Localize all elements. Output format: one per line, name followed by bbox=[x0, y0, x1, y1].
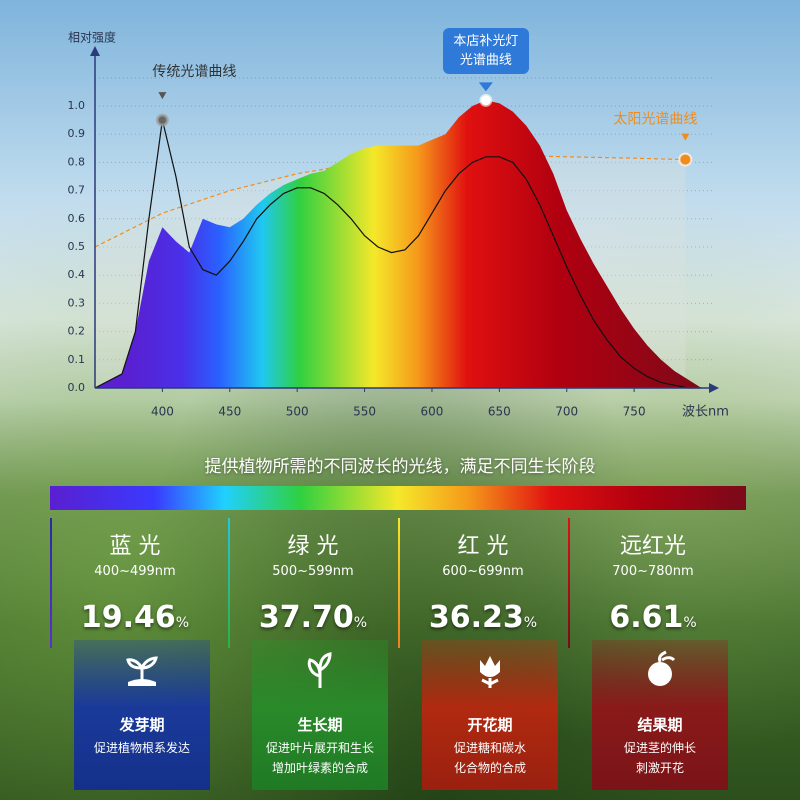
stage-name: 结果期 bbox=[637, 716, 683, 734]
percent-value: 6.61 bbox=[609, 600, 684, 635]
x-tick-label: 650 bbox=[488, 405, 511, 419]
band-column: 蓝 光 400~499nm 19.46% 发芽期促进植物根系发达 bbox=[50, 518, 220, 800]
y-tick-label: 0.7 bbox=[68, 184, 86, 197]
y-tick-label: 0.8 bbox=[68, 155, 86, 168]
y-axis-arrow bbox=[90, 46, 100, 56]
band-range: 400~499nm bbox=[94, 564, 176, 579]
description-line: 刺激开花 bbox=[635, 761, 684, 775]
traditional-marker bbox=[155, 113, 169, 127]
band-name: 远红光 bbox=[619, 534, 686, 559]
stage-icon bbox=[126, 656, 158, 686]
stage-icon bbox=[648, 650, 676, 686]
band-percent: 6.61% bbox=[568, 600, 738, 635]
band-divider bbox=[568, 518, 570, 648]
headline: 提供植物所需的不同波长的光线，满足不同生长阶段 bbox=[204, 457, 596, 477]
x-tick-label: 400 bbox=[151, 405, 174, 419]
stage-description: 促进茎的伸长 刺激开花 bbox=[592, 738, 728, 778]
callout-pointer bbox=[478, 82, 493, 92]
x-tick-label: 450 bbox=[218, 405, 241, 419]
x-tick-label: 500 bbox=[286, 405, 309, 419]
stage-card: 开花期促进糖和碳水 化合物的合成 bbox=[422, 640, 558, 790]
description-line: 促进糖和碳水 bbox=[453, 741, 526, 755]
y-tick-label: 0.5 bbox=[68, 240, 86, 253]
grow-light-label: 本店补光灯光谱曲线 bbox=[442, 28, 529, 75]
description-line: 增加叶绿素的合成 bbox=[271, 761, 368, 775]
stage-name: 开花期 bbox=[467, 716, 513, 734]
band-range: 500~599nm bbox=[272, 564, 354, 579]
stage-card: 结果期促进茎的伸长 刺激开花 bbox=[592, 640, 728, 790]
stage-card: 发芽期促进植物根系发达 bbox=[74, 640, 210, 790]
x-tick-label: 750 bbox=[623, 405, 646, 419]
band-divider bbox=[398, 518, 400, 648]
stage-name: 生长期 bbox=[297, 716, 343, 734]
band-name: 蓝 光 bbox=[109, 534, 161, 559]
grow-light-marker bbox=[479, 93, 493, 107]
spectrum-chart: 0.0 0.1 0.2 0.3 0.4 0.5 0.6 0.7 0.8 0.9 1.0 400 450 5… bbox=[68, 30, 729, 420]
y-tick-label: 0.6 bbox=[68, 212, 86, 225]
band-divider bbox=[228, 518, 230, 648]
x-tick-label: 700 bbox=[555, 405, 578, 419]
y-tick-label: 0.4 bbox=[68, 268, 86, 281]
stage-name: 发芽期 bbox=[119, 716, 165, 734]
stage-card: 生长期促进叶片展开和生长 增加叶绿素的合成 bbox=[252, 640, 388, 790]
pointer bbox=[681, 133, 690, 141]
description-line: 化合物的合成 bbox=[453, 761, 526, 775]
grow-light-area bbox=[95, 100, 702, 389]
band-name: 红 光 bbox=[457, 534, 509, 559]
band-name: 绿 光 bbox=[287, 534, 339, 559]
pointer bbox=[158, 92, 167, 100]
band-column: 红 光 600~699nm 36.23% 开花期促进糖和碳水 化合物的合成 bbox=[398, 518, 568, 800]
percent-unit: % bbox=[683, 615, 697, 631]
y-tick-label: 0.0 bbox=[68, 381, 86, 394]
spectrum-bar bbox=[50, 486, 746, 510]
percent-unit: % bbox=[353, 615, 368, 631]
y-tick-label: 0.2 bbox=[68, 325, 86, 338]
band-percent: 37.70% bbox=[228, 600, 398, 635]
traditional-label: 传统光谱曲线 bbox=[152, 64, 236, 80]
percent-value: 37.70 bbox=[258, 600, 354, 635]
band-column: 远红光 700~780nm 6.61% 结果期促进茎的伸长 刺激开花 bbox=[568, 518, 738, 800]
stage-description: 促进糖和碳水 化合物的合成 bbox=[422, 738, 558, 778]
x-axis-label: 波长nm bbox=[682, 405, 729, 420]
band-percent: 19.46% bbox=[50, 600, 220, 635]
traditional-line bbox=[94, 119, 702, 389]
band-percent: 36.23% bbox=[398, 600, 568, 635]
percent-unit: % bbox=[175, 615, 190, 631]
band-range: 700~780nm bbox=[612, 564, 694, 579]
y-tick-label: 0.1 bbox=[68, 353, 86, 366]
stage-icon bbox=[307, 652, 332, 688]
y-tick-label: 0.9 bbox=[68, 127, 86, 140]
sun-label: 太阳光谱曲线 bbox=[613, 112, 697, 128]
sun-marker bbox=[678, 152, 693, 167]
description-line: 促进叶片展开和生长 bbox=[265, 741, 374, 755]
stage-description: 促进植物根系发达 bbox=[74, 738, 210, 758]
percent-value: 36.23 bbox=[428, 600, 524, 635]
description-line: 促进植物根系发达 bbox=[93, 741, 190, 755]
y-tick-label: 0.3 bbox=[68, 296, 86, 309]
stage-icon bbox=[480, 656, 500, 688]
x-tick-label: 550 bbox=[353, 405, 376, 419]
percent-value: 19.46 bbox=[80, 600, 176, 635]
y-axis-label: 相对强度 bbox=[68, 30, 116, 45]
band-column: 绿 光 500~599nm 37.70% 生长期促进叶片展开和生长 增加叶绿素的合成 bbox=[228, 518, 398, 800]
percent-unit: % bbox=[523, 615, 538, 631]
x-tick-label: 600 bbox=[421, 405, 444, 419]
band-range: 600~699nm bbox=[442, 564, 524, 579]
description-line: 促进茎的伸长 bbox=[623, 741, 696, 755]
band-divider bbox=[50, 518, 52, 648]
y-tick-label: 1.0 bbox=[68, 99, 86, 112]
x-axis-arrow bbox=[709, 383, 719, 393]
stage-description: 促进叶片展开和生长 增加叶绿素的合成 bbox=[252, 738, 388, 778]
